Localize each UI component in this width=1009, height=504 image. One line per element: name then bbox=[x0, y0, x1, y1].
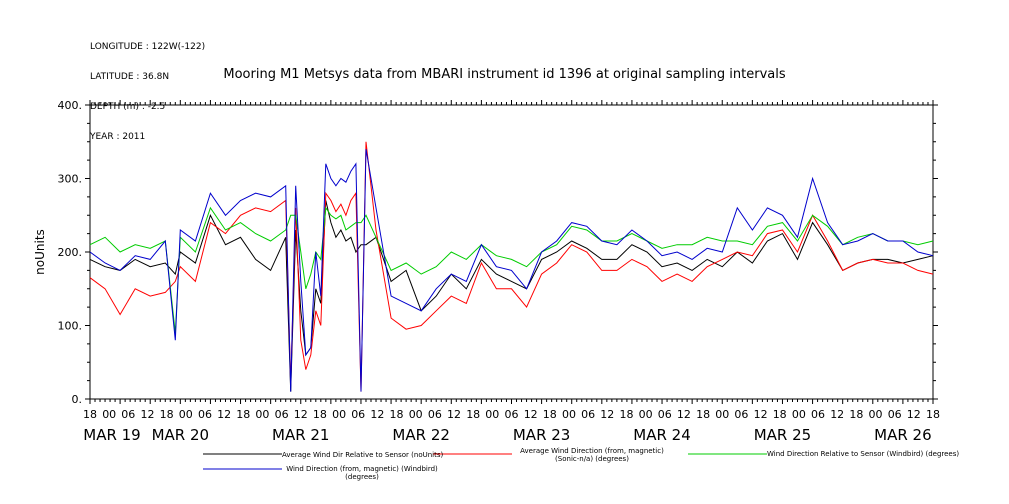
x-tick-label: 18 bbox=[696, 408, 710, 421]
meta-year: YEAR : 2011 bbox=[90, 132, 146, 142]
x-tick-label: 06 bbox=[658, 408, 672, 421]
x-date-label: MAR 25 bbox=[754, 426, 811, 444]
y-tick-label: 400. bbox=[58, 99, 83, 112]
x-tick-label: 00 bbox=[255, 408, 269, 421]
series-line-2 bbox=[89, 206, 934, 333]
x-tick-label: 06 bbox=[275, 408, 289, 421]
x-tick-label: 18 bbox=[849, 408, 863, 421]
x-tick-label: 00 bbox=[485, 408, 499, 421]
x-tick-label: 18 bbox=[773, 408, 787, 421]
x-tick-label: 18 bbox=[236, 408, 250, 421]
meta-latitude: LATITUDE : 36.8N bbox=[90, 72, 170, 82]
y-tick-label: 200. bbox=[58, 246, 83, 259]
x-tick-label: 00 bbox=[409, 408, 423, 421]
x-tick-label: 12 bbox=[294, 408, 308, 421]
legend-swatches bbox=[203, 453, 767, 470]
meta-block: LONGITUDE : 122W(-122) LATITUDE : 36.8N … bbox=[90, 22, 205, 152]
x-date-label: MAR 22 bbox=[392, 426, 449, 444]
x-tick-label: 12 bbox=[370, 408, 384, 421]
x-tick-label: 18 bbox=[466, 408, 480, 421]
x-tick-label: 12 bbox=[217, 408, 231, 421]
x-tick-label: 00 bbox=[562, 408, 576, 421]
x-tick-label: 18 bbox=[926, 408, 940, 421]
series-layer bbox=[89, 141, 934, 392]
x-date-label: MAR 19 bbox=[83, 426, 140, 444]
x-tick-label: 06 bbox=[811, 408, 825, 421]
x-tick-label: 06 bbox=[198, 408, 212, 421]
x-tick-label: 18 bbox=[160, 408, 174, 421]
x-tick-label: 18 bbox=[390, 408, 404, 421]
series-line-1 bbox=[89, 141, 934, 392]
x-tick-label: 12 bbox=[447, 408, 461, 421]
meta-longitude: LONGITUDE : 122W(-122) bbox=[90, 42, 206, 52]
x-tick-label: 00 bbox=[332, 408, 346, 421]
plot-frame bbox=[89, 104, 934, 400]
x-tick-label: 12 bbox=[677, 408, 691, 421]
x-tick-label: 00 bbox=[179, 408, 193, 421]
x-tick-label: 06 bbox=[121, 408, 135, 421]
x-tick-label: 06 bbox=[505, 408, 519, 421]
y-tick-label: 100. bbox=[58, 320, 83, 333]
y-tick-label: 300. bbox=[58, 173, 83, 186]
y-tick-label: 0. bbox=[72, 393, 83, 406]
x-tick-label: 12 bbox=[141, 408, 155, 421]
legend-label-wind-dir-relative-windbird: Wind Direction Relative to Sensor (Windb… bbox=[767, 450, 960, 458]
x-tick-label: 06 bbox=[428, 408, 442, 421]
x-tick-label: 18 bbox=[620, 408, 634, 421]
x-axis: 18 00 06 12 18 00 06 12 18 00 06 12 18 00 06 12 18 00 06 12… bbox=[83, 100, 940, 444]
y-axis: 0. 100. 200. 300. 400. bbox=[58, 99, 938, 406]
x-date-label: MAR 23 bbox=[513, 426, 570, 444]
x-date-label: MAR 20 bbox=[152, 426, 209, 444]
x-tick-label: 00 bbox=[102, 408, 116, 421]
y-axis-label: noUnits bbox=[33, 229, 47, 275]
x-tick-label: 00 bbox=[792, 408, 806, 421]
meta-depth: DEPTH (m) : -2.5 bbox=[90, 102, 166, 112]
x-tick-label: 12 bbox=[907, 408, 921, 421]
x-tick-label: 06 bbox=[351, 408, 365, 421]
x-tick-label: 12 bbox=[830, 408, 844, 421]
x-tick-label: 18 bbox=[83, 408, 97, 421]
x-tick-label: 00 bbox=[715, 408, 729, 421]
legend-label-avg-wind-dir-relative: Average Wind Dir Relative to Sensor (noU… bbox=[282, 451, 444, 459]
x-tick-label: 06 bbox=[581, 408, 595, 421]
x-tick-label: 06 bbox=[888, 408, 902, 421]
x-date-label: MAR 26 bbox=[874, 426, 931, 444]
x-date-label: MAR 21 bbox=[272, 426, 329, 444]
x-tick-label: 06 bbox=[734, 408, 748, 421]
legend-label-avg-wind-direction: Average Wind Direction (from, magnetic) … bbox=[520, 447, 664, 463]
x-tick-label: 18 bbox=[543, 408, 557, 421]
x-date-label: MAR 24 bbox=[633, 426, 690, 444]
series-line-3 bbox=[89, 149, 934, 392]
x-tick-label: 00 bbox=[639, 408, 653, 421]
x-tick-label: 12 bbox=[600, 408, 614, 421]
x-tick-label: 00 bbox=[869, 408, 883, 421]
chart-title: Mooring M1 Metsys data from MBARI instru… bbox=[223, 67, 786, 82]
x-tick-label: 18 bbox=[313, 408, 327, 421]
x-tick-label: 12 bbox=[754, 408, 768, 421]
legend-label-wind-direction-windbird: Wind Direction (from, magnetic) (Windbir… bbox=[286, 465, 438, 481]
x-tick-label: 12 bbox=[524, 408, 538, 421]
